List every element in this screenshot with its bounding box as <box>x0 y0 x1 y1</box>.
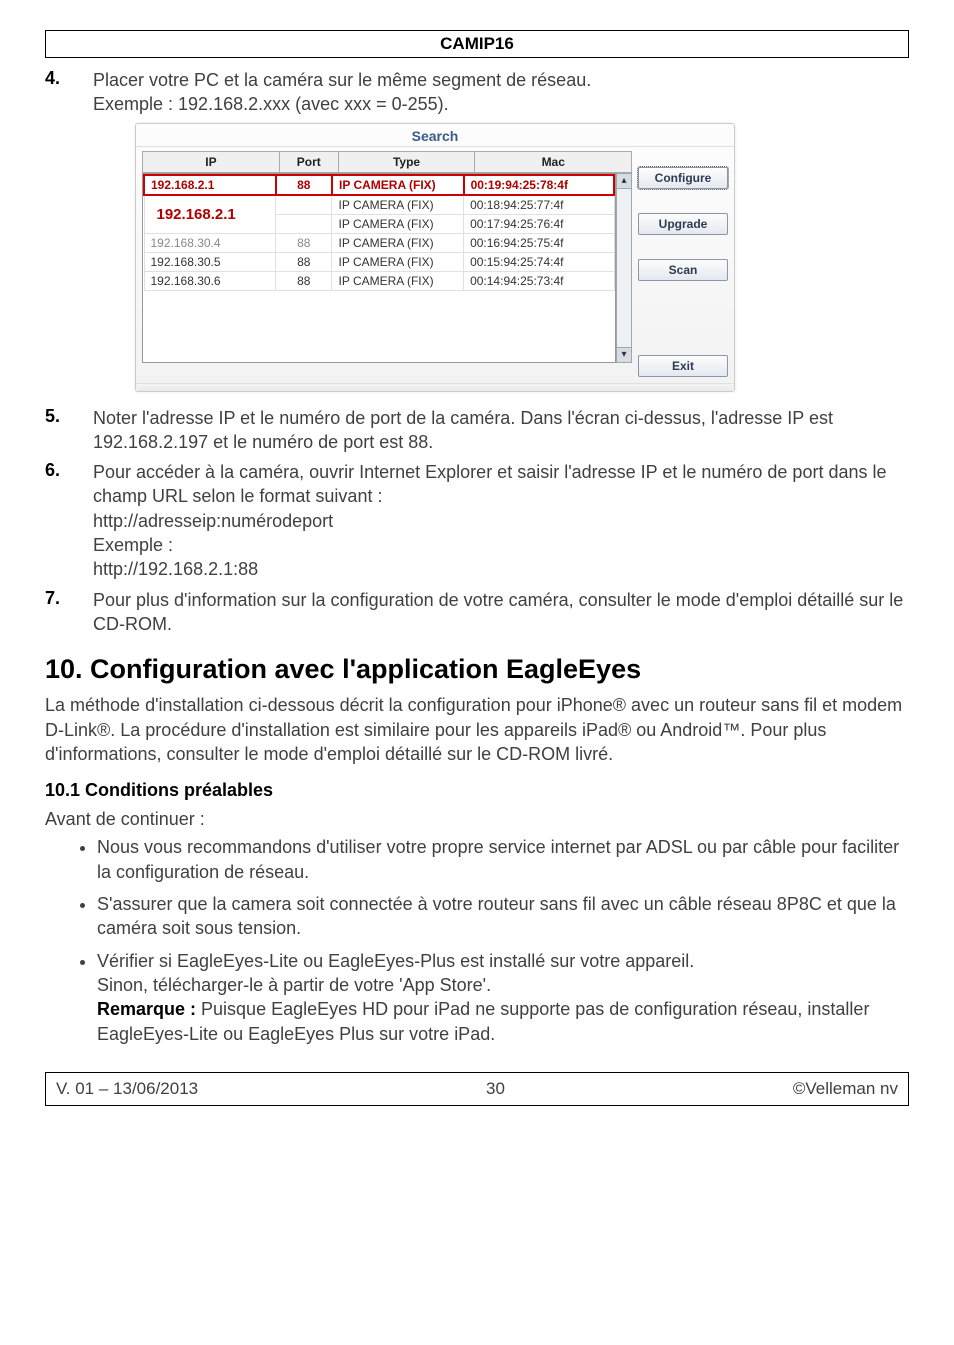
footer: V. 01 – 13/06/2013 30 ©Velleman nv <box>45 1072 909 1106</box>
table-row[interactable]: 192.168.30.5 88 IP CAMERA (FIX) 00:15:94… <box>144 252 614 271</box>
cell-ip: 192.168.30.5 <box>144 252 276 271</box>
step-6-l2: http://adresseip:numérodeport <box>93 511 333 531</box>
search-dialog-title: Search <box>136 124 734 147</box>
bullet-3b: Sinon, télécharger-le à partir de votre … <box>97 975 491 995</box>
cell-type: IP CAMERA (FIX) <box>332 252 464 271</box>
cell-port: 88 <box>276 252 332 271</box>
search-buttons: Configure Upgrade Scan Exit <box>638 151 728 377</box>
prereq-list: Nous vous recommandons d'utiliser votre … <box>45 835 909 1045</box>
remark-label: Remarque : <box>97 999 201 1019</box>
search-screenshot: Search IP Port Type Mac 192.168.2.1 <box>135 123 909 392</box>
doc-header: CAMIP16 <box>45 30 909 58</box>
step-4-text: Placer votre PC et la caméra sur le même… <box>93 68 591 117</box>
configure-button[interactable]: Configure <box>638 167 728 189</box>
cell-port <box>276 195 332 215</box>
step-7-text: Pour plus d'information sur la configura… <box>93 588 909 637</box>
step-6-l3: Exemple : <box>93 535 173 555</box>
section-10-1-title: 10.1 Conditions préalables <box>45 780 909 801</box>
cell-mac: 00:15:94:25:74:4f <box>464 252 614 271</box>
list-item: Nous vous recommandons d'utiliser votre … <box>97 835 909 884</box>
cell-mac: 00:17:94:25:76:4f <box>464 214 614 233</box>
cell-mac: 00:18:94:25:77:4f <box>464 195 614 215</box>
col-type[interactable]: Type <box>338 151 475 172</box>
table-row[interactable]: 192.168.2.1 IP CAMERA (FIX) 00:18:94:25:… <box>144 195 614 215</box>
cell-ip: 192.168.30.4 <box>144 233 276 252</box>
step-7-num: 7. <box>45 588 93 637</box>
step-6-num: 6. <box>45 460 93 581</box>
scan-button[interactable]: Scan <box>638 259 728 281</box>
step-5: 5. Noter l'adresse IP et le numéro de po… <box>45 406 909 455</box>
cell-port: 88 <box>276 233 332 252</box>
step-6-l1: Pour accéder à la caméra, ouvrir Interne… <box>93 462 887 506</box>
col-ip[interactable]: IP <box>143 151 280 172</box>
cell-type: IP CAMERA (FIX) <box>332 214 464 233</box>
cell-mac: 00:19:94:25:78:4f <box>464 175 614 195</box>
section-10-title: 10. Configuration avec l'application Eag… <box>45 654 909 685</box>
step-4-line1: Placer votre PC et la caméra sur le même… <box>93 70 591 90</box>
step-4: 4. Placer votre PC et la caméra sur le m… <box>45 68 909 117</box>
step-5-text: Noter l'adresse IP et le numéro de port … <box>93 406 909 455</box>
search-rows-table: 192.168.2.1 88 IP CAMERA (FIX) 00:19:94:… <box>143 174 615 291</box>
section-10-1-intro: Avant de continuer : <box>45 807 909 831</box>
section-10-para: La méthode d'installation ci-dessous déc… <box>45 693 909 766</box>
cell-type: IP CAMERA (FIX) <box>332 233 464 252</box>
cell-port <box>276 214 332 233</box>
cell-type: IP CAMERA (FIX) <box>332 195 464 215</box>
table-row[interactable]: 192.168.30.6 88 IP CAMERA (FIX) 00:14:94… <box>144 271 614 290</box>
footer-center: 30 <box>486 1079 505 1099</box>
cell-ip: 192.168.2.1 <box>144 175 276 195</box>
step-6: 6. Pour accéder à la caméra, ouvrir Inte… <box>45 460 909 581</box>
col-port[interactable]: Port <box>279 151 338 172</box>
cell-mac: 00:14:94:25:73:4f <box>464 271 614 290</box>
step-4-line2: Exemple : 192.168.2.xxx (avec xxx = 0-25… <box>93 94 449 114</box>
table-row[interactable]: 192.168.30.4 88 IP CAMERA (FIX) 00:16:94… <box>144 233 614 252</box>
cell-mac: 00:16:94:25:75:4f <box>464 233 614 252</box>
table-row[interactable]: 192.168.2.1 88 IP CAMERA (FIX) 00:19:94:… <box>144 175 614 195</box>
search-header-table: IP Port Type Mac <box>142 151 632 173</box>
exit-button[interactable]: Exit <box>638 355 728 377</box>
upgrade-button[interactable]: Upgrade <box>638 213 728 235</box>
step-7: 7. Pour plus d'information sur la config… <box>45 588 909 637</box>
scrollbar[interactable]: ▴ ▾ <box>616 173 632 363</box>
step-4-num: 4. <box>45 68 93 117</box>
footer-right: ©Velleman nv <box>793 1079 898 1099</box>
search-dialog: Search IP Port Type Mac 192.168.2.1 <box>135 123 735 392</box>
list-item: S'assurer que la camera soit connectée à… <box>97 892 909 941</box>
cell-port: 88 <box>276 271 332 290</box>
scroll-up-icon[interactable]: ▴ <box>617 174 631 189</box>
step-5-num: 5. <box>45 406 93 455</box>
cell-ip: 192.168.30.6 <box>144 271 276 290</box>
bullet-3a: Vérifier si EagleEyes-Lite ou EagleEyes-… <box>97 951 694 971</box>
cell-type: IP CAMERA (FIX) <box>332 271 464 290</box>
step-6-text: Pour accéder à la caméra, ouvrir Interne… <box>93 460 909 581</box>
doc-title: CAMIP16 <box>440 34 514 53</box>
step-6-l4: http://192.168.2.1:88 <box>93 559 258 579</box>
highlight-ip: 192.168.2.1 <box>151 202 242 227</box>
col-mac[interactable]: Mac <box>475 151 632 172</box>
bullet-3c: Puisque EagleEyes HD pour iPad ne suppor… <box>97 999 869 1043</box>
cell-port: 88 <box>276 175 332 195</box>
scroll-down-icon[interactable]: ▾ <box>617 347 631 362</box>
footer-left: V. 01 – 13/06/2013 <box>56 1079 198 1099</box>
cell-type: IP CAMERA (FIX) <box>332 175 464 195</box>
list-item: Vérifier si EagleEyes-Lite ou EagleEyes-… <box>97 949 909 1046</box>
